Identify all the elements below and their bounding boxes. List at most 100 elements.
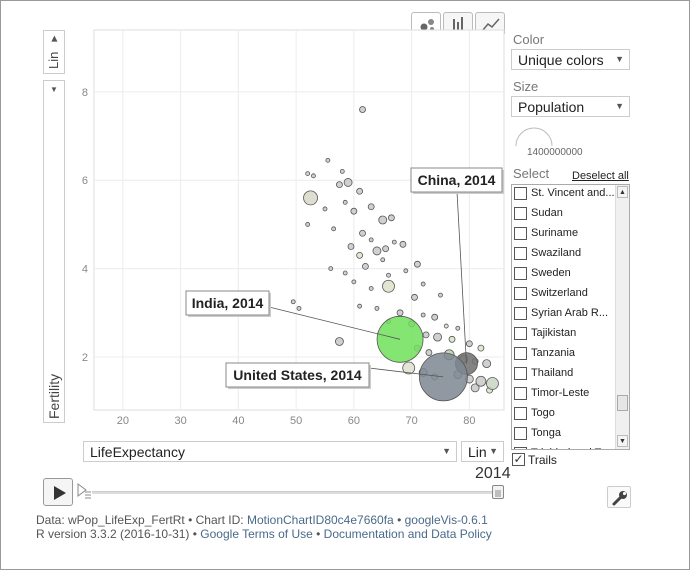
data-point[interactable] [465, 340, 473, 348]
data-point[interactable] [422, 331, 430, 339]
color-dropdown[interactable]: Unique colors ▼ [511, 49, 630, 70]
data-point[interactable] [362, 262, 369, 270]
data-point[interactable] [475, 375, 487, 387]
country-list-item[interactable]: St. Vincent and... [512, 185, 616, 205]
deselect-all-link[interactable]: Deselect all [572, 170, 629, 182]
country-list[interactable]: St. Vincent and... Sudan Suriname Swaziland… [511, 184, 630, 450]
country-list-item[interactable]: Tajikistan [512, 325, 616, 345]
country-checkbox[interactable] [514, 307, 527, 320]
data-point[interactable] [413, 260, 421, 268]
data-point[interactable] [425, 349, 433, 356]
time-slider-thumb[interactable] [492, 485, 504, 499]
data-point[interactable] [431, 313, 439, 321]
googlevis-link[interactable]: googleVis-0.6.1 [404, 513, 488, 527]
data-point[interactable] [339, 168, 345, 174]
country-list-item[interactable]: Thailand [512, 365, 616, 385]
data-point[interactable] [386, 272, 391, 278]
data-point[interactable] [374, 305, 380, 311]
data-point[interactable] [296, 305, 302, 311]
data-point[interactable] [477, 344, 485, 352]
data-point[interactable] [305, 171, 311, 177]
y-variable-button[interactable]: ▼ Fertility [43, 80, 65, 423]
country-list-item[interactable]: Sudan [512, 205, 616, 225]
data-point[interactable] [335, 337, 344, 346]
data-point[interactable] [402, 361, 416, 375]
docs-link[interactable]: Documentation and Data Policy [323, 527, 492, 541]
terms-link[interactable]: Google Terms of Use [200, 527, 313, 541]
data-point[interactable] [382, 245, 390, 253]
data-point[interactable] [357, 303, 363, 309]
settings-button[interactable] [607, 486, 631, 508]
data-point[interactable] [443, 323, 449, 329]
country-checkbox[interactable] [514, 187, 527, 200]
data-point[interactable] [455, 325, 461, 331]
data-point[interactable] [399, 240, 407, 248]
tab-bubble-chart[interactable] [411, 12, 441, 34]
tab-line-chart[interactable] [475, 12, 505, 34]
list-scrollbar[interactable]: ▲ ▼ [615, 185, 629, 449]
data-point[interactable] [311, 173, 316, 179]
country-checkbox[interactable] [514, 267, 527, 280]
data-point[interactable] [411, 293, 418, 301]
country-checkbox[interactable] [514, 247, 527, 260]
country-checkbox[interactable] [514, 327, 527, 340]
data-point[interactable] [347, 243, 355, 250]
country-list-item[interactable]: Swaziland [512, 245, 616, 265]
data-point[interactable] [420, 312, 426, 318]
country-list-item[interactable]: Sweden [512, 265, 616, 285]
country-checkbox[interactable] [514, 387, 527, 400]
data-point[interactable] [336, 181, 343, 189]
time-slider-track[interactable] [92, 491, 502, 494]
trails-checkbox[interactable]: ✓ [512, 452, 525, 466]
data-point[interactable] [290, 299, 296, 305]
country-checkbox[interactable] [514, 427, 527, 440]
chart-id-link[interactable]: MotionChartID80c4e7660fa [246, 513, 394, 527]
country-checkbox[interactable] [514, 347, 527, 360]
data-point[interactable] [387, 214, 395, 222]
tab-bar-chart[interactable] [443, 12, 473, 34]
data-point[interactable] [368, 286, 374, 291]
country-list-item[interactable]: Syrian Arab R... [512, 305, 616, 325]
country-checkbox[interactable] [514, 367, 527, 380]
data-point[interactable] [331, 226, 337, 232]
data-point[interactable] [433, 332, 442, 342]
play-button[interactable] [43, 478, 73, 506]
data-point[interactable] [343, 178, 353, 187]
data-point[interactable] [305, 222, 311, 227]
data-point[interactable] [420, 281, 426, 287]
size-dropdown[interactable]: Population ▼ [511, 96, 630, 117]
country-checkbox[interactable] [514, 287, 527, 300]
data-point[interactable] [368, 237, 374, 243]
data-point[interactable] [350, 207, 358, 215]
x-scale-dropdown[interactable]: Lin ▼ [461, 441, 504, 462]
scroll-down-icon[interactable]: ▼ [617, 435, 628, 447]
data-point[interactable] [486, 377, 499, 390]
data-point[interactable] [482, 359, 492, 369]
scroll-up-icon[interactable]: ▲ [617, 186, 628, 198]
data-point[interactable] [356, 251, 364, 259]
country-list-item[interactable]: Switzerland [512, 285, 616, 305]
data-point[interactable] [438, 292, 443, 298]
data-point[interactable] [342, 270, 348, 276]
country-list-item[interactable]: Suriname [512, 225, 616, 245]
data-point[interactable] [328, 266, 334, 272]
data-point[interactable] [380, 257, 386, 263]
country-checkbox[interactable] [514, 407, 527, 420]
data-point[interactable] [382, 279, 395, 293]
data-point[interactable] [403, 268, 409, 274]
country-list-item[interactable]: Timor-Leste [512, 385, 616, 405]
data-point[interactable] [356, 187, 364, 195]
data-point[interactable] [448, 335, 456, 343]
data-point[interactable] [367, 203, 375, 211]
y-scale-button[interactable]: Lin ▶ [43, 30, 65, 74]
data-point[interactable] [303, 190, 318, 206]
data-point[interactable] [470, 383, 480, 393]
data-point[interactable] [396, 309, 404, 317]
country-checkbox[interactable] [514, 227, 527, 240]
country-list-item[interactable]: Tonga [512, 425, 616, 445]
data-point[interactable] [359, 229, 366, 237]
scroll-thumb[interactable] [617, 395, 628, 411]
country-list-item[interactable]: Tanzania [512, 345, 616, 365]
data-point[interactable] [322, 206, 328, 212]
data-point[interactable] [342, 199, 348, 205]
